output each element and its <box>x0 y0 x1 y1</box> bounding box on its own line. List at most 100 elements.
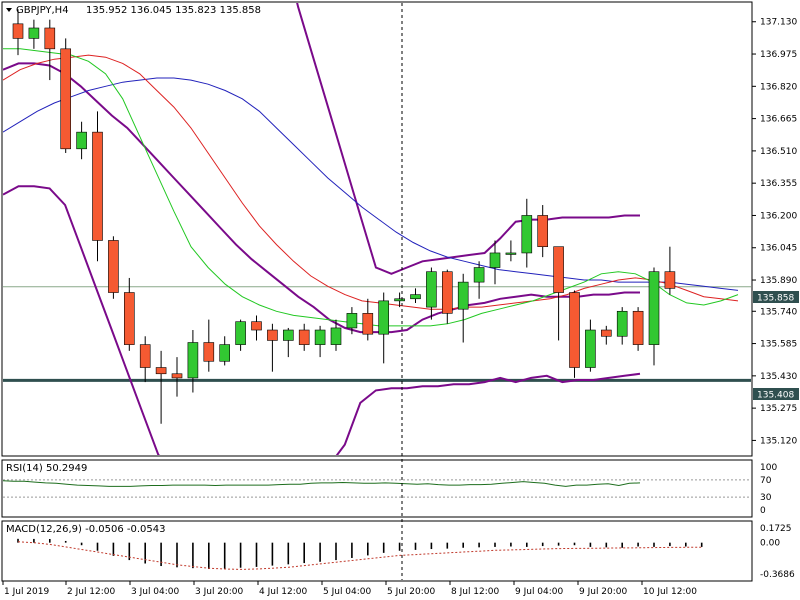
rsi-panel-frame <box>1 459 753 518</box>
y-tick-label: 137.130 <box>760 18 797 28</box>
candle[interactable] <box>441 269 453 324</box>
candle[interactable] <box>203 319 215 372</box>
bearish-candle-body <box>44 27 56 50</box>
candle[interactable] <box>44 19 56 81</box>
candle[interactable] <box>632 307 644 351</box>
candle[interactable] <box>60 38 72 153</box>
x-tick-label: 3 Jul 20:00 <box>195 587 244 597</box>
axes: 137.130 136.975 136.820 136.665 136.510 136.3… <box>2 3 797 597</box>
candle[interactable] <box>139 336 151 383</box>
candle[interactable] <box>616 307 628 345</box>
candle[interactable] <box>521 198 533 268</box>
bearish-candle-body <box>267 329 278 341</box>
candle[interactable] <box>378 292 390 364</box>
candle[interactable] <box>600 325 612 345</box>
bullish-candle-body <box>505 252 517 255</box>
y-tick-label: 135.275 <box>760 404 797 414</box>
x-tick-label: 3 Jul 04:00 <box>131 587 180 597</box>
candle[interactable] <box>235 319 246 351</box>
bearish-candle-body <box>569 292 580 368</box>
bearish-candle-body <box>362 313 374 335</box>
bullish-candle-body <box>426 271 437 308</box>
candle[interactable] <box>124 277 135 351</box>
candle[interactable] <box>155 350 167 424</box>
macd-tick-label: 0.1725 <box>760 524 792 534</box>
candle[interactable] <box>585 319 596 372</box>
chart-ohlc-readout: 135.952 136.045 135.823 135.858 <box>86 5 261 16</box>
candle[interactable] <box>394 292 405 308</box>
bearish-candle-body <box>139 344 151 368</box>
bullish-candle-body <box>314 329 326 345</box>
current-price-tag: 135.858 <box>757 294 794 304</box>
bullish-candle-body <box>187 342 199 379</box>
x-tick-label: 5 Jul 20:00 <box>387 587 436 597</box>
macd-tick-label: 0.00 <box>760 539 780 549</box>
candle[interactable] <box>92 111 103 262</box>
candle[interactable] <box>108 236 119 299</box>
candle[interactable] <box>251 315 262 341</box>
candle[interactable] <box>457 273 469 343</box>
candle[interactable] <box>314 325 326 358</box>
bearish-candle-body <box>441 271 453 314</box>
x-tick-label: 2 Jul 12:00 <box>67 587 116 597</box>
y-tick-label: 136.820 <box>760 82 797 92</box>
candle[interactable] <box>473 261 485 299</box>
candle[interactable] <box>28 19 40 49</box>
candle[interactable] <box>346 307 358 335</box>
bullish-candle-body <box>378 300 390 335</box>
rsi-label: RSI(14) 50.2949 <box>6 463 87 474</box>
candle[interactable] <box>76 121 87 160</box>
bearish-candle-body <box>298 329 310 345</box>
x-tick-label: 10 Jul 12:00 <box>643 587 697 597</box>
bearish-candle-body <box>251 321 262 331</box>
candle[interactable] <box>489 240 501 285</box>
candle[interactable] <box>505 240 517 262</box>
macd-indicator: 0.1725 0.00 -0.3686 <box>17 524 795 580</box>
candle[interactable] <box>362 298 374 341</box>
bullish-candle-body <box>585 329 596 368</box>
candle[interactable] <box>410 288 421 303</box>
candle[interactable] <box>648 267 660 366</box>
bearish-candle-body <box>124 292 135 345</box>
candle[interactable] <box>282 327 294 358</box>
candle[interactable] <box>12 9 24 56</box>
candle[interactable] <box>537 205 549 258</box>
candle[interactable] <box>426 267 437 320</box>
bollinger-upper-band <box>296 3 640 275</box>
bullish-candle-body <box>394 298 405 302</box>
bearish-candle-body <box>600 329 612 337</box>
bearish-candle-body <box>12 23 24 39</box>
candle[interactable] <box>569 290 580 378</box>
candle[interactable] <box>298 323 310 351</box>
y-tick-label: 135.740 <box>760 307 797 317</box>
rsi-tick-label: 100 <box>760 463 777 473</box>
candle[interactable] <box>553 246 564 341</box>
candle[interactable] <box>171 357 183 397</box>
bullish-candle-body <box>489 252 501 268</box>
rsi-tick-label: 0 <box>760 506 766 516</box>
bullish-candle-body <box>28 27 40 39</box>
bollinger-middle-band <box>3 62 640 334</box>
bullish-candle-body <box>235 321 246 345</box>
current-price-tag-bg <box>753 291 799 303</box>
candle[interactable] <box>664 246 676 295</box>
rsi-tick-label: 70 <box>760 476 772 486</box>
candle[interactable] <box>330 319 342 351</box>
x-tick-label: 9 Jul 20:00 <box>579 587 628 597</box>
moving-average-slow <box>3 77 739 291</box>
bullish-candle-body <box>473 267 485 283</box>
candle[interactable] <box>219 336 230 366</box>
dropdown-triangle-icon[interactable] <box>6 8 12 12</box>
bearish-candle-body <box>632 310 644 345</box>
bearish-candle-body <box>537 215 549 248</box>
bearish-candle-body <box>664 271 676 289</box>
bearish-candle-body <box>108 240 119 293</box>
y-tick-label: 136.200 <box>760 211 797 221</box>
candle[interactable] <box>187 330 199 393</box>
macd-tick-label: -0.3686 <box>760 570 795 580</box>
bullish-candle-body <box>457 281 469 310</box>
rsi-indicator: 100 70 30 0 <box>3 463 777 516</box>
y-tick-label: 135.890 <box>760 276 797 286</box>
candle[interactable] <box>267 323 278 372</box>
